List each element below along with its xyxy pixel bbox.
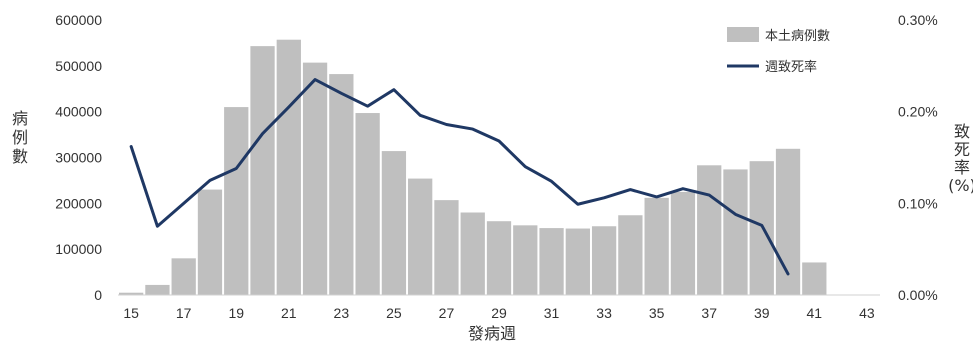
bar-week-32 xyxy=(565,228,590,295)
x-tick-label: 15 xyxy=(123,305,139,321)
bar-week-40 xyxy=(775,148,801,295)
x-tick-label: 31 xyxy=(544,305,560,321)
x-tick-label: 19 xyxy=(228,305,244,321)
x-tick-label: 37 xyxy=(701,305,717,321)
bar-week-23 xyxy=(329,74,354,295)
bar-week-28 xyxy=(460,212,485,295)
axis-titles: 發病週 病例數 致死率(%) xyxy=(12,109,973,342)
line-series xyxy=(129,78,790,276)
x-tick-label: 23 xyxy=(334,305,350,321)
y-tick-label: 200000 xyxy=(55,195,102,211)
bar-week-37 xyxy=(697,165,722,295)
x-tick-label: 29 xyxy=(491,305,507,321)
bar-week-34 xyxy=(618,215,643,295)
x-tick-label: 41 xyxy=(807,305,823,321)
bar-week-19 xyxy=(224,107,249,295)
bar-week-35 xyxy=(644,197,669,295)
y2-tick-label: 0.10% xyxy=(898,195,938,211)
bar-series xyxy=(119,39,827,296)
bar-week-20 xyxy=(250,46,275,296)
fatality-rate-line xyxy=(129,78,790,276)
y2-tick-label: 0.20% xyxy=(898,104,938,120)
y-tick-label: 600000 xyxy=(55,12,102,28)
y-tick-label: 100000 xyxy=(55,241,102,257)
bar-week-41 xyxy=(802,262,827,295)
bar-week-21 xyxy=(276,39,301,296)
x-tick-label: 25 xyxy=(386,305,402,321)
bar-week-33 xyxy=(591,226,617,295)
bar-week-30 xyxy=(513,225,538,295)
bar-week-38 xyxy=(723,169,748,295)
x-tick-label: 27 xyxy=(439,305,455,321)
bar-week-36 xyxy=(670,191,696,296)
y2-axis-title-char: 率 xyxy=(954,158,970,177)
bar-week-18 xyxy=(197,189,223,295)
y-axis-title-char: 數 xyxy=(12,147,28,166)
bar-week-29 xyxy=(486,221,512,295)
y-axis-title-char: 病 xyxy=(12,109,28,128)
y2-tick-label: 0.00% xyxy=(898,287,938,303)
y2-axis-title-char: 致 xyxy=(954,122,970,141)
bar-week-24 xyxy=(355,113,380,295)
x-tick-label: 43 xyxy=(859,305,875,321)
bar-week-16 xyxy=(145,284,170,295)
y-tick-label: 300000 xyxy=(55,150,102,166)
bar-week-15 xyxy=(119,292,144,295)
y-tick-label: 0 xyxy=(94,287,102,303)
y2-axis-title-char: (%) xyxy=(948,176,973,195)
y-tick-label: 400000 xyxy=(55,104,102,120)
x-tick-label: 21 xyxy=(281,305,297,321)
legend-label-cases: 本土病例數 xyxy=(765,29,830,44)
x-tick-label: 33 xyxy=(596,305,612,321)
bar-week-22 xyxy=(302,62,328,296)
legend-label-fatality: 週致死率 xyxy=(765,59,817,75)
x-axis-title: 發病週 xyxy=(468,324,516,342)
y-tick-label: 500000 xyxy=(55,58,102,74)
bar-week-17 xyxy=(171,258,196,295)
y-axis-title-char: 例 xyxy=(12,128,28,147)
y2-tick-label: 0.30% xyxy=(898,12,938,28)
bar-week-27 xyxy=(434,200,459,296)
x-tick-label: 17 xyxy=(176,305,192,321)
bar-week-31 xyxy=(539,228,564,295)
bar-week-25 xyxy=(381,151,407,295)
bar-week-26 xyxy=(408,178,433,295)
x-tick-label: 39 xyxy=(754,305,770,321)
legend-swatch-cases xyxy=(727,27,759,42)
axes: 0 100000 200000 300000 400000 500000 600000 0.0… xyxy=(55,12,937,321)
y2-axis-title-char: 死 xyxy=(954,140,970,159)
x-tick-label: 35 xyxy=(649,305,665,321)
